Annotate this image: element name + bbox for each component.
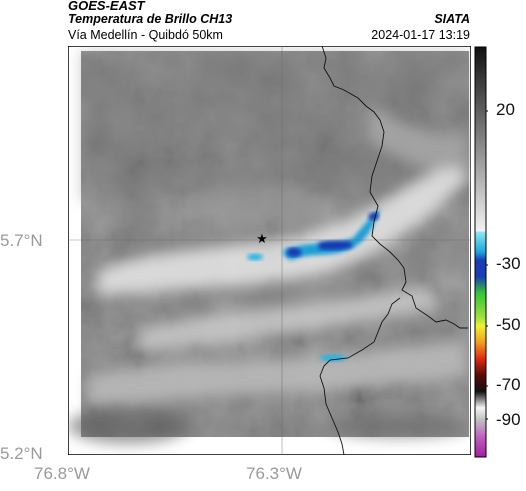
region-subtitle: Vía Medellín - Quibdó 50km [68, 28, 223, 42]
temperature-colorbar [474, 46, 488, 458]
satellite-map: ★ [68, 46, 471, 455]
colorbar-tick-minus90: -90 [496, 410, 521, 429]
datetime-label: 2024-01-17 13:19 [371, 28, 470, 42]
product-title: Temperatura de Brillo CH13 [68, 12, 233, 26]
lon-label-left: 76.8°W [34, 464, 90, 483]
colorbar-tick-20: 20 [496, 100, 515, 119]
colorbar-tick-minus30: -30 [496, 254, 521, 273]
source-label: SIATA [434, 12, 470, 26]
star-icon: ★ [256, 232, 268, 247]
colorbar-tick-minus70: -70 [496, 375, 521, 394]
lat-label-top: 5.7°N [0, 231, 43, 250]
satellite-title: GOES-EAST [68, 0, 145, 13]
colorbar-tick-minus50: -50 [496, 315, 521, 334]
lat-label-bottom: 5.2°N [0, 444, 43, 463]
graticule [68, 46, 471, 455]
lon-label-right: 76.3°W [246, 464, 302, 483]
coastline-border [319, 46, 468, 455]
brightness-temperature-image [68, 51, 469, 444]
